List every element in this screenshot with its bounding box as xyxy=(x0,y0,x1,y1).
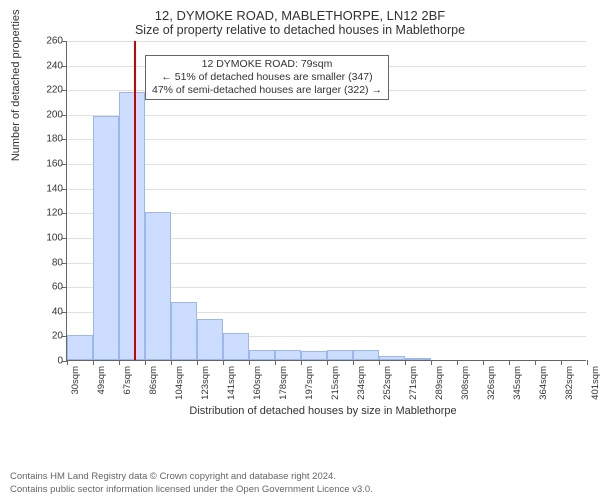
x-tick-label: 364sqm xyxy=(538,366,549,400)
x-tick xyxy=(119,360,120,365)
footer: Contains HM Land Registry data © Crown c… xyxy=(10,471,590,496)
x-tick xyxy=(67,360,68,365)
x-tick-label: 234sqm xyxy=(356,366,367,400)
x-tick-label: 326sqm xyxy=(486,366,497,400)
histogram-bar xyxy=(67,335,93,360)
y-tick-label: 100 xyxy=(46,232,63,243)
x-tick-label: 252sqm xyxy=(382,366,393,400)
x-tick-label: 215sqm xyxy=(330,366,341,400)
histogram-bar xyxy=(223,333,249,360)
x-tick-label: 160sqm xyxy=(252,366,263,400)
histogram-bar xyxy=(301,351,327,360)
x-tick xyxy=(431,360,432,365)
plot-region: 02040608010012014016018020022024026030sq… xyxy=(66,41,586,361)
y-tick-label: 220 xyxy=(46,85,63,96)
x-axis-label: Distribution of detached houses by size … xyxy=(66,405,580,417)
x-tick xyxy=(301,360,302,365)
histogram-bar xyxy=(353,350,379,360)
x-tick xyxy=(587,360,588,365)
y-tick-label: 80 xyxy=(52,257,63,268)
y-tick-label: 180 xyxy=(46,134,63,145)
annotation-line3: 47% of semi-detached houses are larger (… xyxy=(152,84,382,97)
annotation-box: 12 DYMOKE ROAD: 79sqm ← 51% of detached … xyxy=(145,55,389,100)
y-tick-label: 0 xyxy=(57,356,63,367)
x-tick xyxy=(171,360,172,365)
histogram-bar xyxy=(405,358,431,360)
x-tick xyxy=(509,360,510,365)
x-tick-label: 49sqm xyxy=(96,366,107,395)
x-tick xyxy=(327,360,328,365)
histogram-bar xyxy=(145,212,171,360)
y-tick-label: 60 xyxy=(52,282,63,293)
annotation-line2: ← 51% of detached houses are smaller (34… xyxy=(152,71,382,84)
y-tick-label: 240 xyxy=(46,60,63,71)
x-tick xyxy=(197,360,198,365)
y-tick-label: 40 xyxy=(52,306,63,317)
annotation-line1: 12 DYMOKE ROAD: 79sqm xyxy=(152,58,382,71)
chart-area: Number of detached properties 0204060801… xyxy=(66,41,580,421)
x-tick-label: 197sqm xyxy=(304,366,315,400)
x-tick xyxy=(353,360,354,365)
x-tick xyxy=(93,360,94,365)
page-title: 12, DYMOKE ROAD, MABLETHORPE, LN12 2BF xyxy=(10,8,590,23)
x-tick-label: 104sqm xyxy=(174,366,185,400)
y-tick-label: 260 xyxy=(46,36,63,47)
y-tick-label: 160 xyxy=(46,159,63,170)
histogram-bar xyxy=(379,356,405,360)
x-tick xyxy=(561,360,562,365)
histogram-bar xyxy=(171,302,197,360)
chart-container: 12, DYMOKE ROAD, MABLETHORPE, LN12 2BF S… xyxy=(0,0,600,500)
x-tick-label: 382sqm xyxy=(564,366,575,400)
x-tick-label: 123sqm xyxy=(200,366,211,400)
x-tick xyxy=(249,360,250,365)
x-tick xyxy=(379,360,380,365)
footer-line2: Contains public sector information licen… xyxy=(10,484,590,496)
y-tick-label: 20 xyxy=(52,331,63,342)
x-tick-label: 308sqm xyxy=(460,366,471,400)
histogram-bar xyxy=(249,350,275,360)
page-subtitle: Size of property relative to detached ho… xyxy=(10,23,590,37)
marker-line xyxy=(134,41,136,360)
x-tick xyxy=(223,360,224,365)
x-tick-label: 67sqm xyxy=(122,366,133,395)
x-tick xyxy=(275,360,276,365)
x-tick-label: 86sqm xyxy=(148,366,159,395)
footer-line1: Contains HM Land Registry data © Crown c… xyxy=(10,471,590,483)
x-tick xyxy=(483,360,484,365)
histogram-bar xyxy=(197,319,223,360)
histogram-bar xyxy=(275,350,301,360)
x-tick-label: 401sqm xyxy=(590,366,600,400)
histogram-bar xyxy=(327,350,353,360)
y-tick-label: 140 xyxy=(46,183,63,194)
histogram-bar xyxy=(93,116,119,360)
y-tick-label: 200 xyxy=(46,109,63,120)
x-tick-label: 289sqm xyxy=(434,366,445,400)
x-tick xyxy=(535,360,536,365)
histogram-bar xyxy=(119,92,145,360)
x-tick-label: 30sqm xyxy=(70,366,81,395)
y-axis-label: Number of detached properties xyxy=(10,10,22,162)
y-tick-label: 120 xyxy=(46,208,63,219)
x-tick-label: 345sqm xyxy=(512,366,523,400)
x-tick-label: 271sqm xyxy=(408,366,419,400)
x-tick-label: 178sqm xyxy=(278,366,289,400)
x-tick xyxy=(145,360,146,365)
x-tick xyxy=(457,360,458,365)
x-tick-label: 141sqm xyxy=(226,366,237,400)
x-tick xyxy=(405,360,406,365)
